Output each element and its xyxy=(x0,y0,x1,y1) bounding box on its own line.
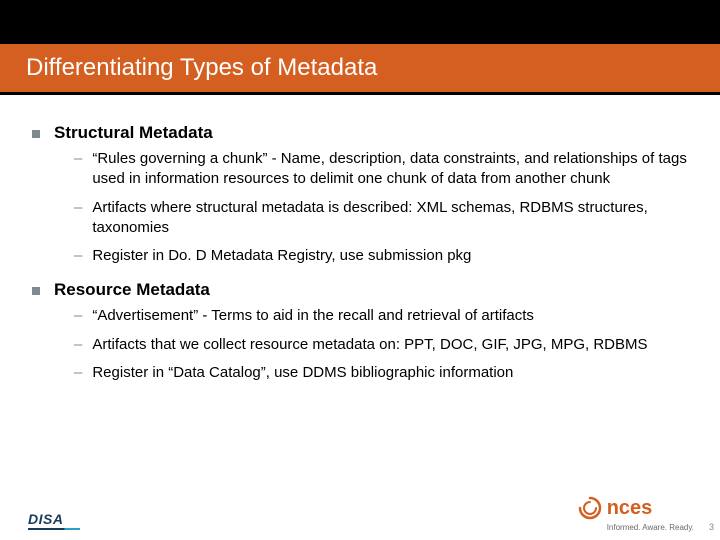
item-text: “Advertisement” - Terms to aid in the re… xyxy=(92,306,534,326)
disa-logo-underline xyxy=(28,528,80,530)
sub-list: – “Advertisement” - Terms to aid in the … xyxy=(32,306,688,383)
footer: DISA nces Informed. Aware. Ready. 3 xyxy=(0,490,720,534)
section-resource: Resource Metadata – “Advertisement” - Te… xyxy=(32,280,688,383)
list-item: – “Advertisement” - Terms to aid in the … xyxy=(74,306,688,326)
nces-tagline: Informed. Aware. Ready. xyxy=(607,523,694,532)
square-bullet-icon xyxy=(32,287,40,295)
page-number: 3 xyxy=(709,522,714,532)
slide-title: Differentiating Types of Metadata xyxy=(26,54,377,82)
list-item: – Register in Do. D Metadata Registry, u… xyxy=(74,246,688,266)
section-head: Structural Metadata xyxy=(32,123,688,143)
list-item: – “Rules governing a chunk” - Name, desc… xyxy=(74,149,688,190)
sub-list: – “Rules governing a chunk” - Name, desc… xyxy=(32,149,688,266)
dash-icon: – xyxy=(74,335,82,355)
dash-icon: – xyxy=(74,198,82,218)
top-black-bar xyxy=(0,0,720,44)
item-text: “Rules governing a chunk” - Name, descri… xyxy=(92,149,688,190)
item-text: Artifacts that we collect resource metad… xyxy=(92,335,647,355)
nces-logo-text: nces xyxy=(607,498,653,518)
section-structural: Structural Metadata – “Rules governing a… xyxy=(32,123,688,266)
square-bullet-icon xyxy=(32,130,40,138)
dash-icon: – xyxy=(74,149,82,169)
list-item: – Artifacts that we collect resource met… xyxy=(74,335,688,355)
disa-logo: DISA xyxy=(28,511,80,530)
list-item: – Register in “Data Catalog”, use DDMS b… xyxy=(74,363,688,383)
title-bar: Differentiating Types of Metadata xyxy=(0,44,720,92)
section-head: Resource Metadata xyxy=(32,280,688,300)
dash-icon: – xyxy=(74,246,82,266)
dash-icon: – xyxy=(74,306,82,326)
section-title: Structural Metadata xyxy=(54,123,213,143)
nces-logo-wrap: nces xyxy=(577,495,694,521)
nces-swirl-icon xyxy=(577,495,603,521)
item-text: Artifacts where structural metadata is d… xyxy=(92,198,688,239)
dash-icon: – xyxy=(74,363,82,383)
list-item: – Artifacts where structural metadata is… xyxy=(74,198,688,239)
content-area: Structural Metadata – “Rules governing a… xyxy=(0,95,720,383)
item-text: Register in Do. D Metadata Registry, use… xyxy=(92,246,471,266)
section-title: Resource Metadata xyxy=(54,280,210,300)
item-text: Register in “Data Catalog”, use DDMS bib… xyxy=(92,363,513,383)
disa-logo-text: DISA xyxy=(28,511,63,527)
nces-logo: nces Informed. Aware. Ready. xyxy=(577,495,694,532)
